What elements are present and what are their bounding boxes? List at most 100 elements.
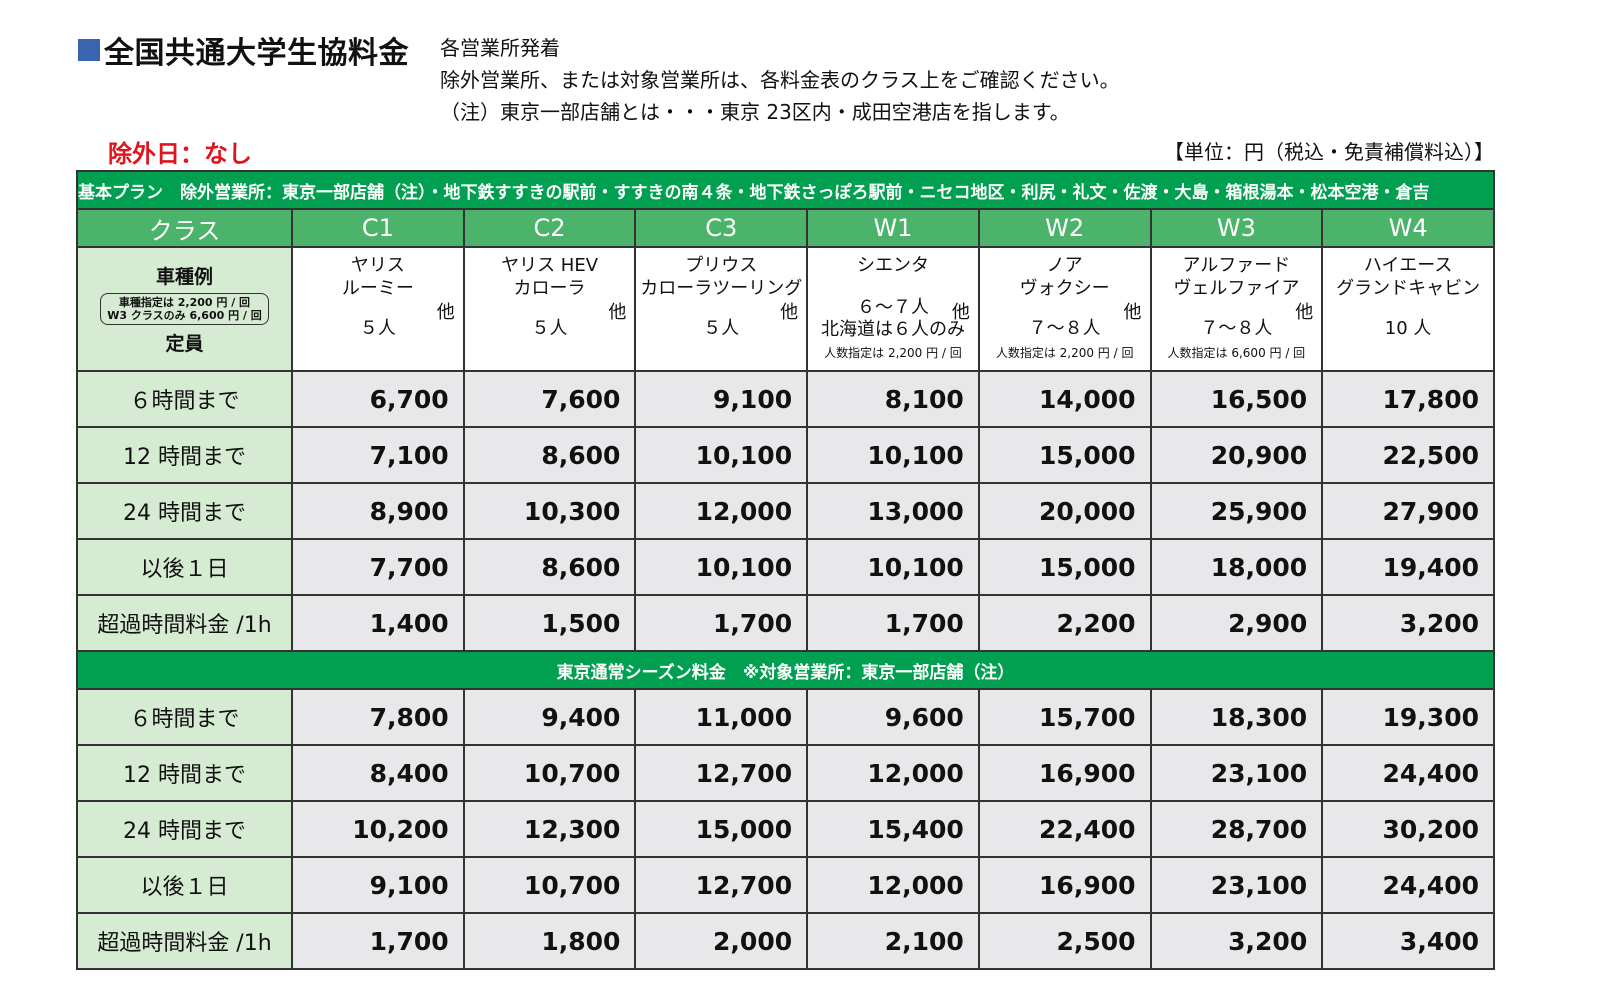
tokyo-price-c3: 2,000 [634,912,809,970]
tokyo-price-w2: 16,900 [977,856,1152,914]
basic-row-label: 12 時間まで [76,426,293,484]
basic-price-w1: 8,100 [806,370,980,428]
tokyo-price-c1: 7,800 [291,688,465,746]
model-capacity-value: ６～７人 [856,297,929,318]
model-names: アルファード ヴェルファイア [1152,248,1322,300]
model-others: 他 [1123,302,1142,323]
tokyo-price-c2: 10,700 [462,856,637,914]
model-name-2: ヴェルファイア [1173,278,1300,299]
tokyo-price-w3: 3,200 [1149,912,1324,970]
tokyo-row: ６時間まで 7,800 9,400 11,000 9,600 15,700 18,300 19… [76,688,1495,746]
model-note: 人数指定は 6,600 円 / 回 [1167,346,1306,360]
basic-price-w3: 2,900 [1149,594,1324,652]
model-label-title: 車種例 [155,266,213,288]
tokyo-price-w2: 15,700 [977,688,1152,746]
tokyo-price-w4: 19,300 [1321,688,1495,746]
note-line-2: 除外営業所、または対象営業所は、各料金表のクラス上をご確認ください。 [440,68,1120,92]
tokyo-price-w1: 12,000 [806,856,980,914]
model-capacity: ５人 [293,318,463,340]
tokyo-price-c2: 10,700 [462,744,637,802]
model-cell-c2: ヤリス HEV カローラ他 ５人 [462,246,637,372]
unit-note: 【単位：円（税込・免責補償料込）】 [1164,140,1494,164]
basic-price-w3: 20,900 [1149,426,1324,484]
tokyo-price-c1: 8,400 [291,744,465,802]
model-names: シエンタ [808,248,978,277]
class-header-w3: W3 [1149,208,1324,248]
tokyo-price-c3: 12,700 [634,744,809,802]
tokyo-price-w2: 2,500 [977,912,1152,970]
tokyo-price-w4: 24,400 [1321,856,1495,914]
basic-price-c2: 8,600 [462,426,637,484]
tokyo-row-label: 24 時間まで [76,800,293,858]
tokyo-season-band: 東京通常シーズン料金 ※対象営業所：東京一部店舗（注） [76,650,1495,690]
model-capacity-value: 10 人 [1384,318,1432,339]
tokyo-row: 超過時間料金 /1h 1,700 1,800 2,000 2,100 2,500 3,200… [76,912,1495,970]
model-cell-c3: プリウス カローラツーリング他 ５人 [634,246,809,372]
basic-price-w2: 20,000 [977,482,1152,540]
model-name-1: ハイエース [1363,255,1453,276]
class-header-w1: W1 [806,208,980,248]
tokyo-row-label: 12 時間まで [76,744,293,802]
model-others: 他 [1295,302,1314,323]
model-names: ハイエース グランドキャビン [1323,248,1493,300]
model-name-2: グランドキャビン [1336,278,1481,299]
basic-price-w1: 1,700 [806,594,980,652]
model-capacity: ６～７人 北海道は６人のみ [808,297,978,341]
model-name-2: カローラツーリング [640,278,803,299]
basic-price-w1: 10,100 [806,538,980,596]
tokyo-price-c2: 12,300 [462,800,637,858]
tokyo-price-w2: 16,900 [977,744,1152,802]
tokyo-season-band-label: 東京通常シーズン料金 ※対象営業所：東京一部店舗（注） [76,650,1495,690]
model-capacity: ７～８人 [980,318,1150,340]
tokyo-price-w3: 28,700 [1149,800,1324,858]
tokyo-price-w3: 23,100 [1149,744,1324,802]
model-label-capacity: 定員 [165,333,204,355]
rate-table: 基本プラン 除外営業所：東京一部店舗（注）・地下鉄すすきの駅前・すすきの南４条・… [76,170,1495,970]
basic-price-c1: 7,100 [291,426,465,484]
basic-price-w2: 15,000 [977,426,1152,484]
model-names: ヤリス ルーミー [293,248,463,300]
tokyo-row-label: 以後１日 [76,856,293,914]
basic-row-label: 以後１日 [76,538,293,596]
model-cell-inner: ヤリス HEV カローラ他 ５人 [465,248,635,368]
model-cell-inner: ヤリス ルーミー他 ５人 [293,248,463,368]
model-capacity-value: ５人 [703,318,740,339]
tokyo-row-label: 超過時間料金 /1h [76,912,293,970]
tokyo-price-w4: 30,200 [1321,800,1495,858]
model-capacity-extra: 北海道は６人のみ [820,319,965,340]
basic-price-w4: 17,800 [1321,370,1495,428]
basic-price-c2: 7,600 [462,370,637,428]
model-note: 人数指定は 2,200 円 / 回 [824,346,962,360]
model-capacity-value: ７～８人 [1028,318,1101,339]
basic-price-w1: 10,100 [806,426,980,484]
tokyo-price-c3: 11,000 [634,688,809,746]
class-header-label: クラス [76,208,293,248]
basic-price-c3: 12,000 [634,482,809,540]
notes: 各営業所発着 除外営業所、または対象営業所は、各料金表のクラス上をご確認ください… [440,32,1120,128]
model-cell-inner: シエンタ他 ６～７人 北海道は６人のみ 人数指定は 2,200 円 / 回 [808,248,978,368]
model-name-1: ノア [1046,255,1083,276]
basic-price-w3: 16,500 [1149,370,1324,428]
class-header-w4: W4 [1321,208,1495,248]
basic-price-w2: 15,000 [977,538,1152,596]
tokyo-price-w1: 9,600 [806,688,980,746]
model-others: 他 [951,302,970,323]
tokyo-row: 24 時間まで 10,200 12,300 15,000 15,400 22,400 28,… [76,800,1495,858]
model-label-cell: 車種例 車種指定は 2,200 円 / 回 W3 クラスのみ 6,600 円 / 回… [76,246,293,372]
basic-price-c3: 9,100 [634,370,809,428]
basic-price-w1: 13,000 [806,482,980,540]
class-header-c2: C2 [462,208,637,248]
tokyo-price-c1: 9,100 [291,856,465,914]
model-cell-w2: ノア ヴォクシー他 ７～８人 人数指定は 2,200 円 / 回 [977,246,1152,372]
model-capacity-value: ７～８人 [1200,318,1273,339]
basic-price-c1: 6,700 [291,370,465,428]
tokyo-row: 12 時間まで 8,400 10,700 12,700 12,000 16,900 23,1… [76,744,1495,802]
basic-row-label: ６時間まで [76,370,293,428]
basic-row: 24 時間まで 8,900 10,300 12,000 13,000 20,000 25,9… [76,482,1495,540]
model-cell-inner: ノア ヴォクシー他 ７～８人 人数指定は 2,200 円 / 回 [980,248,1150,368]
tokyo-price-w3: 23,100 [1149,856,1324,914]
basic-price-w4: 22,500 [1321,426,1495,484]
basic-price-w2: 2,200 [977,594,1152,652]
basic-price-w2: 14,000 [977,370,1152,428]
basic-row-label: 超過時間料金 /1h [76,594,293,652]
